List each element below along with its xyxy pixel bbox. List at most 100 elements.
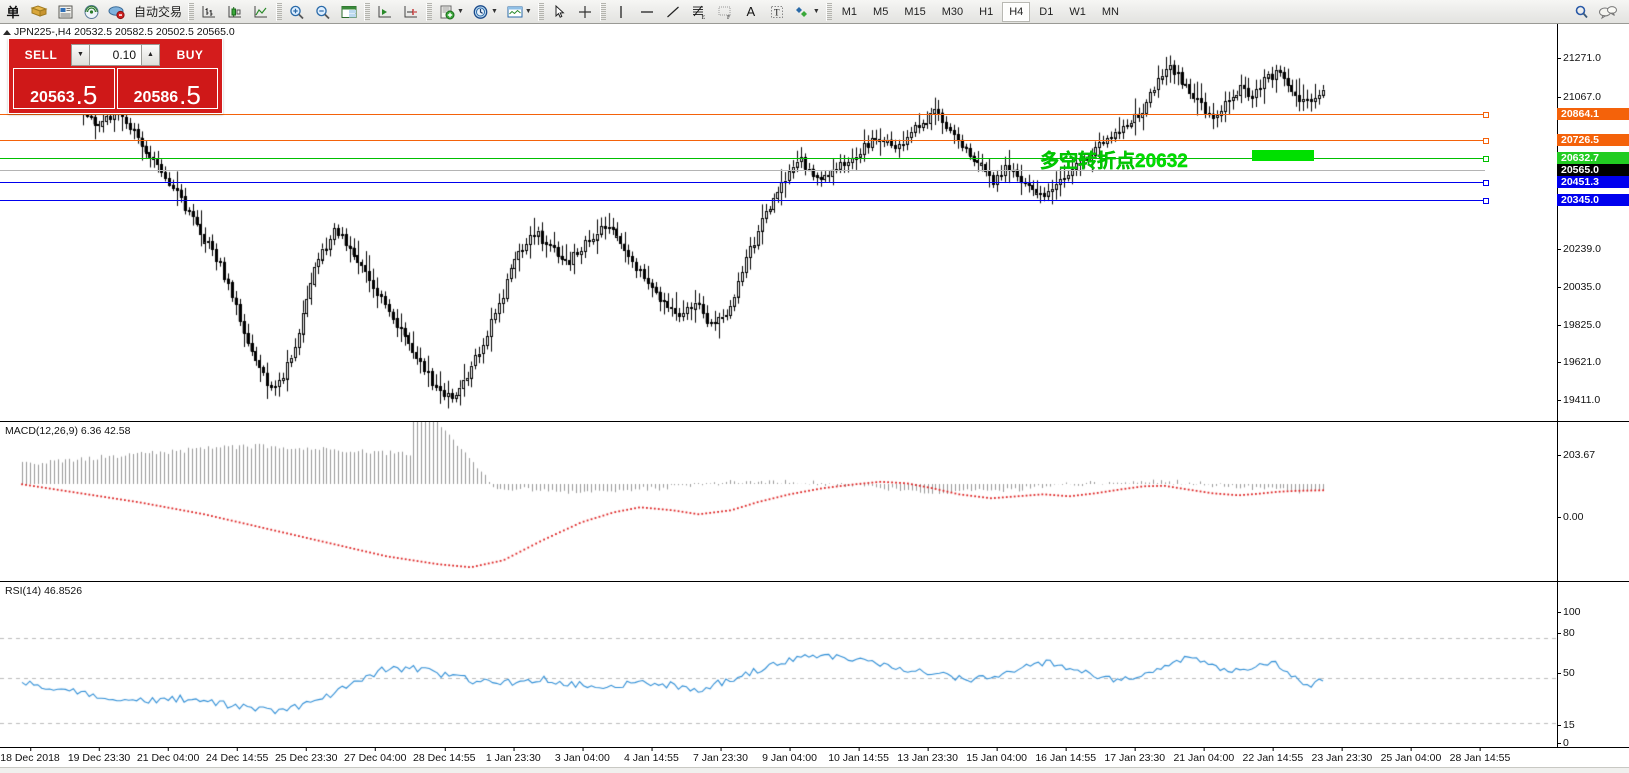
objects-button[interactable]: ▼ [790,1,824,23]
timeframe-h4[interactable]: H4 [1002,1,1031,22]
rsi-pane[interactable]: RSI(14) 46.8526 100 80 50 15 0 [0,581,1629,749]
cursor-icon [555,4,565,18]
buy-price-fraction: .5 [179,79,201,110]
chevron-down-icon[interactable]: ▼ [457,8,464,15]
level-line-20345[interactable] [0,198,1489,204]
macd-axis[interactable]: 203.670.00-493.67 [1557,422,1629,601]
svg-text:T: T [774,7,780,17]
toolbar-separator [188,2,195,21]
collapse-arrow-icon[interactable] [3,30,11,35]
timeframe-m30[interactable]: M30 [941,5,964,18]
timeframe-m15[interactable]: M15 [904,5,926,18]
chart-area[interactable]: JPN225-,H4 20532.5 20582.5 20502.5 20565… [0,24,1629,773]
chevron-up-icon[interactable]: ▲ [141,44,159,65]
candlestick-chart-button[interactable] [222,1,248,23]
market-button[interactable] [104,1,130,23]
one-click-trading-panel[interactable]: SELL ▼ 0.10 ▲ BUY 20563 .5 20586 .5 [8,38,223,114]
time-axis-tick: 15 Jan 04:00 [966,747,1028,764]
bar-chart-button[interactable] [196,1,222,23]
vertical-line-button[interactable] [608,1,634,23]
chevron-down-icon[interactable]: ▼ [812,8,820,15]
timeframe-m5[interactable]: M5 [873,5,889,18]
search-button[interactable] [1569,1,1595,23]
macd-axis-tick: 203.67 [1558,449,1595,461]
level-line-20632[interactable] [0,156,1489,162]
level-handle[interactable] [1483,198,1489,204]
text-label-button[interactable]: T [764,1,790,23]
level-handle[interactable] [1483,180,1489,186]
sell-button[interactable]: SELL [24,47,58,62]
auto-scroll-button[interactable] [372,1,398,23]
level-line-20451[interactable] [0,180,1489,186]
macd-plot[interactable] [0,422,1557,581]
price-tag-resistance-line[interactable]: 20726.5 [1557,134,1629,146]
data-window-button[interactable] [336,1,362,23]
price-axis-tick: 21271.0 [1558,52,1601,64]
timeframe-d1[interactable]: D1 [1039,5,1054,18]
text-button[interactable]: A [738,1,764,23]
text-icon: A [746,4,756,19]
price-tag-last-price[interactable]: 20565.0 [1557,164,1629,176]
price-tag-pivot-line[interactable]: 20632.7 [1557,152,1629,164]
cursor-button[interactable] [546,1,572,23]
rsi-axis[interactable]: 100 80 50 15 0 [1557,582,1629,749]
signals-button[interactable] [78,1,104,23]
buy-price[interactable]: 20586 .5 [116,68,218,110]
trendline-button[interactable] [660,1,686,23]
price-plot[interactable]: 多空转折点20632 [0,24,1557,421]
chart-title: JPN225-,H4 20532.5 20582.5 20502.5 20565… [14,26,235,38]
price-tag-support-line[interactable]: 20451.3 [1557,176,1629,188]
rsi-label: RSI(14) 46.8526 [5,585,83,597]
timeframe-m1[interactable]: M1 [841,5,858,18]
new-order-button[interactable]: 单 [0,1,26,23]
chevron-down-icon[interactable]: ▼ [490,8,498,15]
highlight-block[interactable] [1252,150,1314,161]
news-button[interactable] [52,1,78,23]
period-button[interactable]: ▼ [468,1,502,23]
buy-button[interactable]: BUY [176,47,204,62]
price-axis[interactable]: 21271.0 21067.0 20239.0 20035.0 19825.0 19621… [1557,24,1629,514]
time-axis-tick: 13 Jan 23:30 [897,747,958,764]
level-handle[interactable] [1483,112,1489,118]
rsi-canvas [0,582,1557,747]
chevron-down-icon[interactable]: ▼ [72,44,90,65]
level-line-20864[interactable] [0,112,1489,118]
volume-input[interactable]: ▼ 0.10 ▲ [71,43,160,66]
svg-text:E: E [701,15,705,20]
fibonacci-button[interactable]: E [686,1,712,23]
level-line-20726[interactable] [0,138,1489,144]
rsi-axis-tick: 100 [1558,606,1581,618]
timeframe-h1[interactable]: H1 [979,5,994,18]
time-axis-tick: 21 Dec 04:00 [136,747,200,764]
templates-button[interactable]: ▼ [502,1,536,23]
equidistant-channel-button[interactable]: F [712,1,738,23]
price-axis-tick: 19621.0 [1558,356,1601,368]
zoom-in-button[interactable] [284,1,310,23]
level-handle[interactable] [1483,156,1489,162]
price-pane[interactable]: JPN225-,H4 20532.5 20582.5 20502.5 20565… [0,24,1629,514]
price-tag-resistance-line[interactable]: 20864.1 [1557,108,1629,120]
rsi-axis-tick: 50 [1558,667,1575,679]
volume-value[interactable]: 0.10 [90,44,141,65]
level-handle[interactable] [1483,138,1489,144]
line-chart-button[interactable] [248,1,274,23]
time-axis[interactable]: 18 Dec 2018 19 Dec 23:30 21 Dec 04:00 24 De… [0,747,1629,773]
chart-shift-button[interactable] [398,1,424,23]
indicators-button[interactable]: ▼ [434,1,468,23]
chevron-down-icon[interactable]: ▼ [524,8,532,15]
price-tag-support-line[interactable]: 20345.0 [1557,194,1629,206]
autotrading-label[interactable]: 自动交易 [134,5,183,19]
chat-button[interactable] [1595,1,1621,23]
sell-price[interactable]: 20563 .5 [13,68,115,109]
timeframe-w1[interactable]: W1 [1069,5,1086,18]
toolbar-right-group [1569,1,1629,23]
rsi-plot[interactable] [0,582,1557,747]
timeframe-mn[interactable]: MN [1101,5,1119,18]
charts-button[interactable] [26,1,52,23]
zoom-out-button[interactable] [310,1,336,23]
horizontal-line-button[interactable] [634,1,660,23]
toolbar-separator [364,2,371,21]
chart-annotation[interactable]: 多空转折点20632 [1040,151,1188,172]
macd-pane[interactable]: MACD(12,26,9) 6.36 42.58 203.670.00-493.… [0,421,1629,601]
crosshair-button[interactable] [572,1,598,23]
